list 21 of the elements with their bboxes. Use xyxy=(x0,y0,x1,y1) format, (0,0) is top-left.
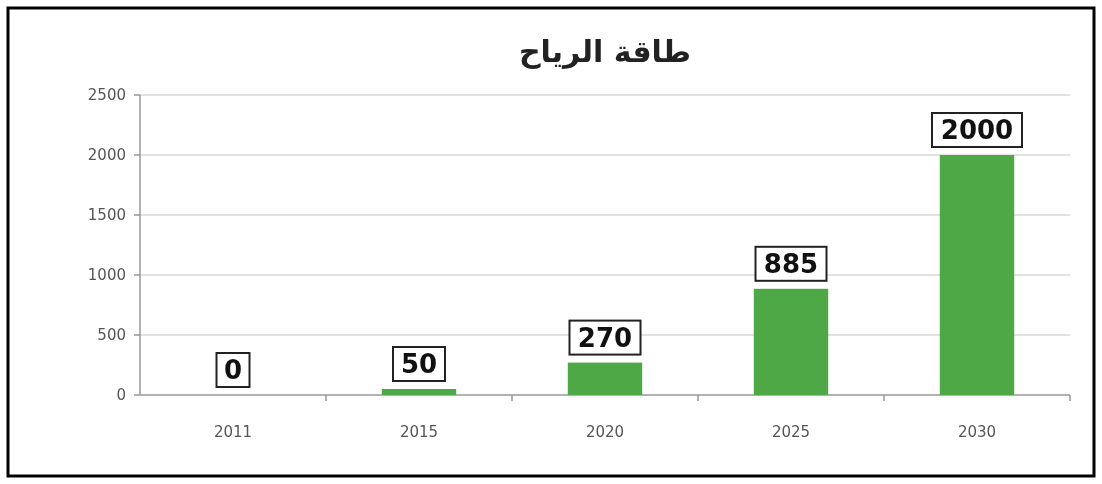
data-label: 50 xyxy=(400,349,438,379)
x-tick-label: 2030 xyxy=(957,423,997,441)
y-tick-label: 1500 xyxy=(87,206,126,224)
y-tick-label: 500 xyxy=(97,326,126,344)
x-tick-label: 2025 xyxy=(771,423,811,441)
x-tick-label: 2020 xyxy=(585,423,625,441)
data-label: 2000 xyxy=(940,115,1014,145)
bar xyxy=(567,362,643,395)
bar xyxy=(381,389,457,395)
bar xyxy=(753,288,829,395)
data-label: 885 xyxy=(763,248,819,279)
y-tick-label: 2500 xyxy=(87,86,126,104)
y-tick-label: 0 xyxy=(116,386,126,404)
y-tick-label: 2000 xyxy=(87,146,126,164)
bar xyxy=(939,155,1015,395)
chart-title: طاقة الرياح xyxy=(518,34,692,69)
x-tick-label: 2015 xyxy=(399,423,439,441)
x-tick-label: 2011 xyxy=(213,423,253,441)
y-tick-label: 1000 xyxy=(87,266,126,284)
data-label: 0 xyxy=(223,355,243,385)
data-label: 270 xyxy=(577,322,633,353)
